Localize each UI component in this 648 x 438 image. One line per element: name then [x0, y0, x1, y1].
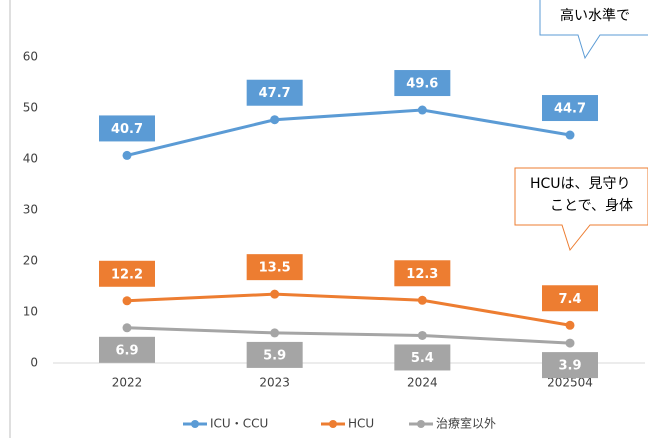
data-label: 47.7: [259, 86, 291, 101]
data-point: [417, 105, 427, 115]
label-box: [542, 352, 598, 379]
data-label: 40.7: [111, 122, 143, 137]
label-box: [542, 285, 598, 312]
legend-label: HCU: [348, 417, 374, 431]
data-point: [122, 323, 132, 333]
data-label: 7.4: [558, 292, 581, 307]
data-label: 6.9: [115, 343, 138, 358]
data-point: [270, 289, 280, 299]
callout-text: ことで、身体: [550, 198, 633, 214]
y-tick-label: 50: [23, 101, 38, 115]
data-label: 49.6: [406, 77, 438, 92]
data-point: [417, 295, 427, 305]
label-box: [542, 95, 598, 122]
data-point: [417, 330, 427, 340]
label-box: [246, 79, 303, 106]
data-point: [122, 296, 132, 306]
y-tick-label: 0: [30, 356, 38, 370]
label-box: [394, 70, 451, 97]
y-tick-label: 60: [23, 50, 38, 64]
data-label: 13.5: [259, 261, 291, 276]
callout-box: [514, 167, 648, 252]
data-label: 5.4: [411, 351, 434, 366]
data-point: [565, 320, 575, 330]
data-point: [565, 130, 575, 140]
series-line: [126, 326, 571, 345]
label-box: [246, 341, 303, 368]
y-tick-label: 40: [23, 152, 38, 166]
label-box: [394, 344, 451, 371]
callout-text: 高い水準で: [560, 7, 630, 24]
data-point: [122, 150, 132, 160]
x-tick-label: 2024: [407, 376, 438, 390]
legend-dot: [329, 420, 337, 428]
data-point: [270, 115, 280, 125]
y-tick-label: 20: [23, 254, 38, 268]
legend-label: ICU・CCU: [210, 417, 268, 431]
label-box: [246, 254, 303, 281]
data-label: 3.9: [558, 359, 581, 374]
series-line: [126, 292, 571, 327]
data-label: 5.9: [263, 348, 286, 363]
x-tick-label: 2022: [112, 376, 143, 390]
label-box: [394, 260, 451, 287]
label-box: [99, 260, 155, 287]
data-point: [270, 328, 280, 338]
data-label: 12.2: [111, 267, 143, 282]
legend-dot: [417, 420, 425, 428]
data-point: [565, 338, 575, 348]
legend-label: 治療室以外: [436, 416, 496, 431]
x-tick-label: 202504: [547, 376, 593, 390]
callout-text: HCUは、見守り: [530, 176, 631, 192]
label-box: [99, 115, 155, 142]
label-box: [99, 336, 155, 363]
callout-box: [539, 0, 648, 60]
x-tick-label: 2023: [259, 376, 290, 390]
y-tick-label: 30: [23, 203, 38, 217]
legend-dot: [191, 420, 199, 428]
data-label: 44.7: [554, 102, 586, 117]
series-line: [126, 108, 571, 157]
y-tick-label: 10: [23, 305, 38, 319]
data-label: 12.3: [406, 267, 438, 282]
